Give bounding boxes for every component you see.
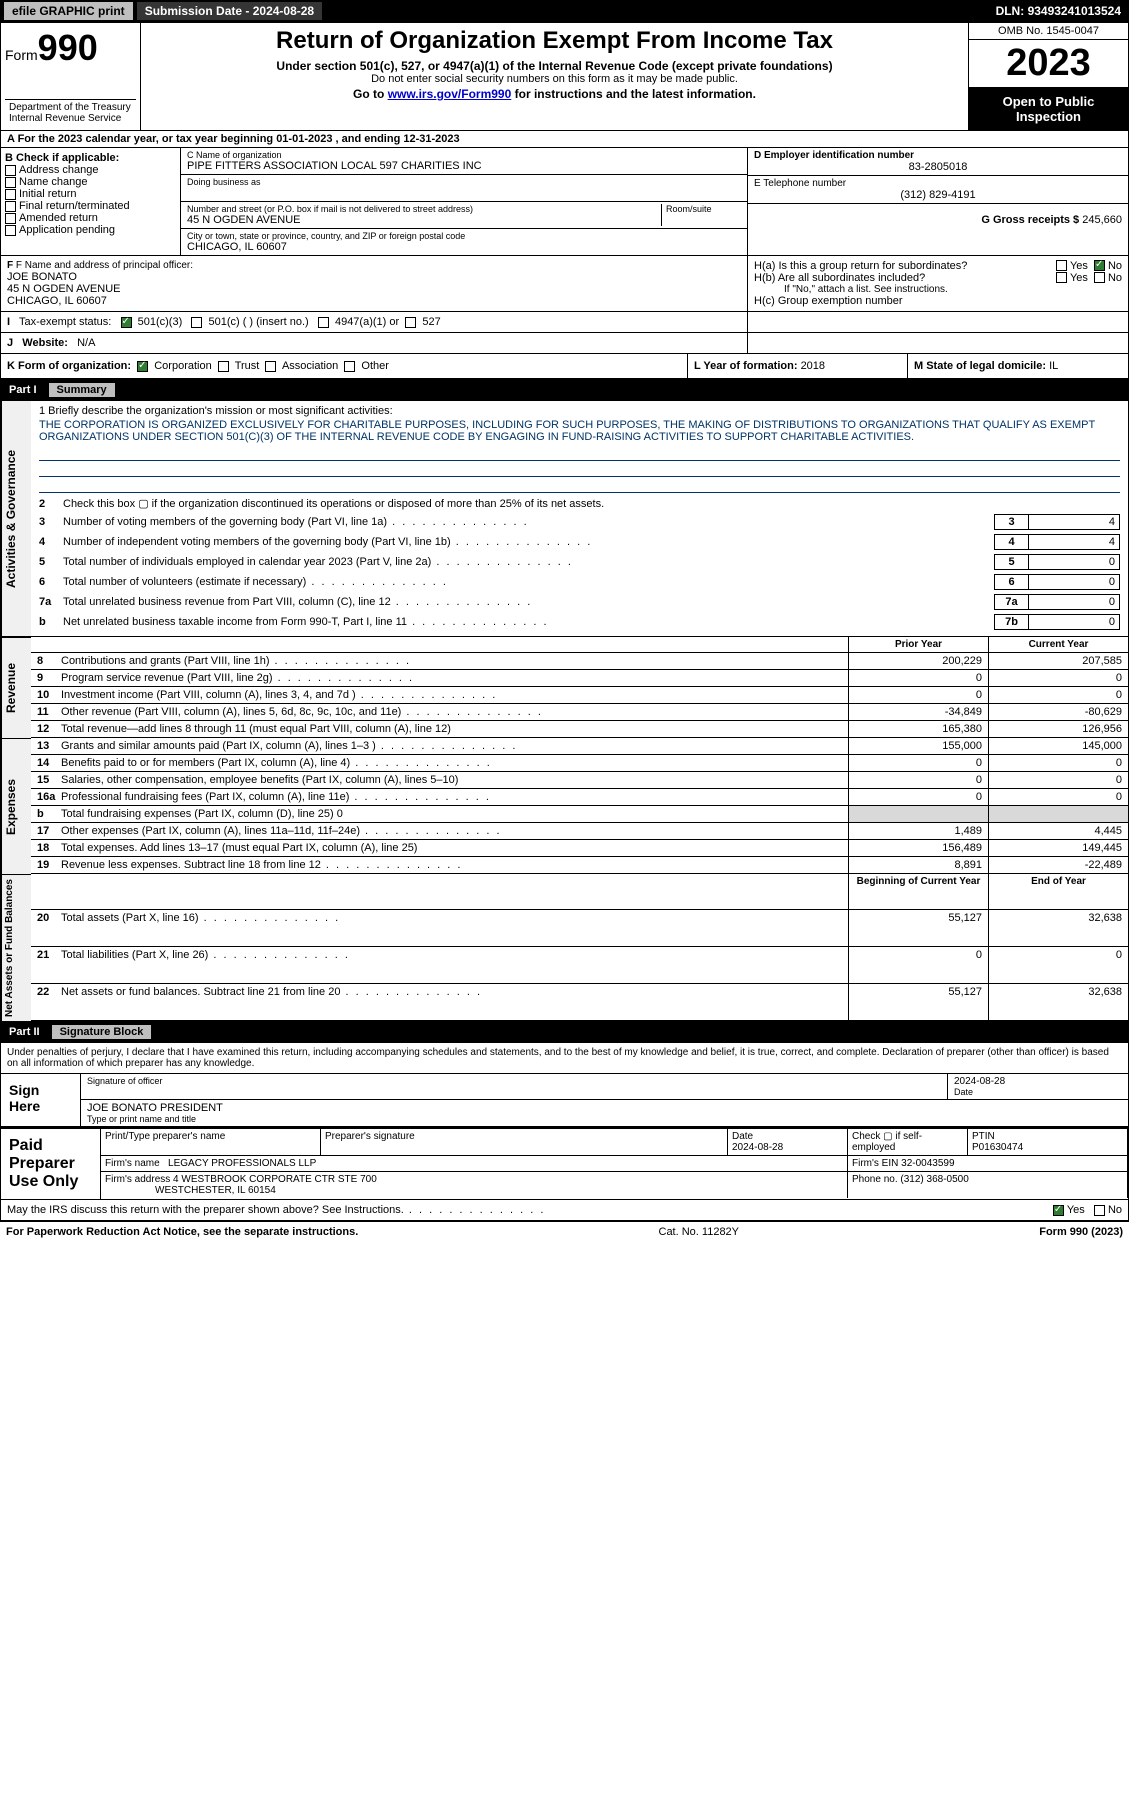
val-3: 4	[1029, 515, 1119, 529]
box-b: B Check if applicable: Address change Na…	[1, 148, 181, 255]
irs-link[interactable]: www.irs.gov/Form990	[388, 87, 512, 101]
revenue-section: Revenue Prior Year Current Year 8Contrib…	[0, 637, 1129, 738]
checkbox-name-change[interactable]	[5, 177, 16, 188]
val-4: 4	[1029, 535, 1119, 549]
checkbox-address-change[interactable]	[5, 165, 16, 176]
firm-phone: (312) 368-0500	[900, 1174, 968, 1185]
state-domicile: IL	[1049, 360, 1058, 372]
box-d-e-g: D Employer identification number 83-2805…	[748, 148, 1128, 255]
top-bar: efile GRAPHIC print Submission Date - 20…	[0, 0, 1129, 22]
mission-question: 1 Briefly describe the organization's mi…	[39, 405, 1120, 417]
officer-signature-name: JOE BONATO PRESIDENT	[87, 1102, 1122, 1114]
open-inspection: Open to Public Inspection	[969, 88, 1128, 130]
checkbox-corp[interactable]	[137, 361, 148, 372]
firm-name: LEGACY PROFESSIONALS LLP	[168, 1158, 316, 1169]
checkbox-hb-yes[interactable]	[1056, 272, 1067, 283]
checkbox-assoc[interactable]	[265, 361, 276, 372]
row-j: J Website: N/A	[1, 333, 748, 353]
val-7b: 0	[1029, 615, 1119, 629]
paid-preparer-block: Paid Preparer Use Only Print/Type prepar…	[0, 1128, 1129, 1200]
checkbox-initial-return[interactable]	[5, 189, 16, 200]
gross-receipts: 245,660	[1082, 214, 1122, 226]
checkbox-hb-no[interactable]	[1094, 272, 1105, 283]
checkbox-501c3[interactable]	[121, 317, 132, 328]
sign-date: 2024-08-28	[954, 1076, 1122, 1087]
box-c: C Name of organization PIPE FITTERS ASSO…	[181, 148, 748, 255]
form-header: Form990 Department of the Treasury Inter…	[0, 22, 1129, 131]
org-city: CHICAGO, IL 60607	[187, 241, 741, 253]
perjury-statement: Under penalties of perjury, I declare th…	[0, 1043, 1129, 1073]
rev-8-prior: 200,229	[848, 653, 988, 670]
ein: 83-2805018	[754, 161, 1122, 173]
phone: (312) 829-4191	[754, 189, 1122, 201]
org-name: PIPE FITTERS ASSOCIATION LOCAL 597 CHARI…	[187, 160, 741, 172]
org-address: 45 N OGDEN AVENUE	[187, 214, 661, 226]
checkbox-ha-no[interactable]	[1094, 260, 1105, 271]
row-k: K Form of organization: Corporation Trus…	[0, 354, 1129, 379]
subtitle-1: Under section 501(c), 527, or 4947(a)(1)…	[149, 59, 960, 73]
expenses-section: Expenses 13Grants and similar amounts pa…	[0, 738, 1129, 874]
checkbox-4947[interactable]	[318, 317, 329, 328]
checkbox-trust[interactable]	[218, 361, 229, 372]
dln: DLN: 93493241013524	[996, 4, 1125, 18]
firm-ein: 32-0043599	[901, 1158, 954, 1169]
submission-date: Submission Date - 2024-08-28	[137, 2, 322, 20]
checkbox-other[interactable]	[344, 361, 355, 372]
subtitle-3: Go to www.irs.gov/Form990 for instructio…	[149, 87, 960, 101]
val-7a: 0	[1029, 595, 1119, 609]
checkbox-ha-yes[interactable]	[1056, 260, 1067, 271]
officer-name: JOE BONATO	[7, 271, 741, 283]
checkbox-discuss-no[interactable]	[1094, 1205, 1105, 1216]
omb-number: OMB No. 1545-0047	[969, 23, 1128, 40]
checkbox-amended[interactable]	[5, 213, 16, 224]
page-footer: For Paperwork Reduction Act Notice, see …	[0, 1221, 1129, 1242]
val-5: 0	[1029, 555, 1119, 569]
subtitle-2: Do not enter social security numbers on …	[149, 73, 960, 85]
year-formation: 2018	[801, 360, 825, 372]
prep-date: 2024-08-28	[732, 1142, 783, 1153]
checkbox-final-return[interactable]	[5, 201, 16, 212]
checkbox-discuss-yes[interactable]	[1053, 1205, 1064, 1216]
val-6: 0	[1029, 575, 1119, 589]
efile-label: efile GRAPHIC print	[4, 2, 133, 20]
box-h: H(a) Is this a group return for subordin…	[748, 256, 1128, 311]
ptin: P01630474	[972, 1142, 1023, 1153]
form-number: Form990	[5, 27, 136, 69]
tax-year: 2023	[969, 40, 1128, 88]
sign-here-block: Sign Here Signature of officer 2024-08-2…	[0, 1073, 1129, 1128]
box-f: F F Name and address of principal office…	[1, 256, 748, 311]
website-value: N/A	[77, 337, 95, 349]
checkbox-pending[interactable]	[5, 225, 16, 236]
rev-8-curr: 207,585	[988, 653, 1128, 670]
form-title: Return of Organization Exempt From Incom…	[149, 27, 960, 55]
section-a-period: A For the 2023 calendar year, or tax yea…	[0, 131, 1129, 148]
part-1-header: Part I Summary	[0, 379, 1129, 401]
part-2-header: Part II Signature Block	[0, 1021, 1129, 1043]
row-i: I Tax-exempt status: 501(c)(3) 501(c) ( …	[1, 312, 748, 332]
discuss-row: May the IRS discuss this return with the…	[0, 1200, 1129, 1221]
dept-treasury: Department of the Treasury Internal Reve…	[5, 99, 136, 126]
activities-governance: Activities & Governance 1 Briefly descri…	[0, 401, 1129, 637]
net-assets-section: Net Assets or Fund Balances Beginning of…	[0, 874, 1129, 1021]
mission-text: THE CORPORATION IS ORGANIZED EXCLUSIVELY…	[39, 417, 1120, 445]
checkbox-527[interactable]	[405, 317, 416, 328]
checkbox-501c[interactable]	[191, 317, 202, 328]
header-info-grid: B Check if applicable: Address change Na…	[0, 148, 1129, 256]
